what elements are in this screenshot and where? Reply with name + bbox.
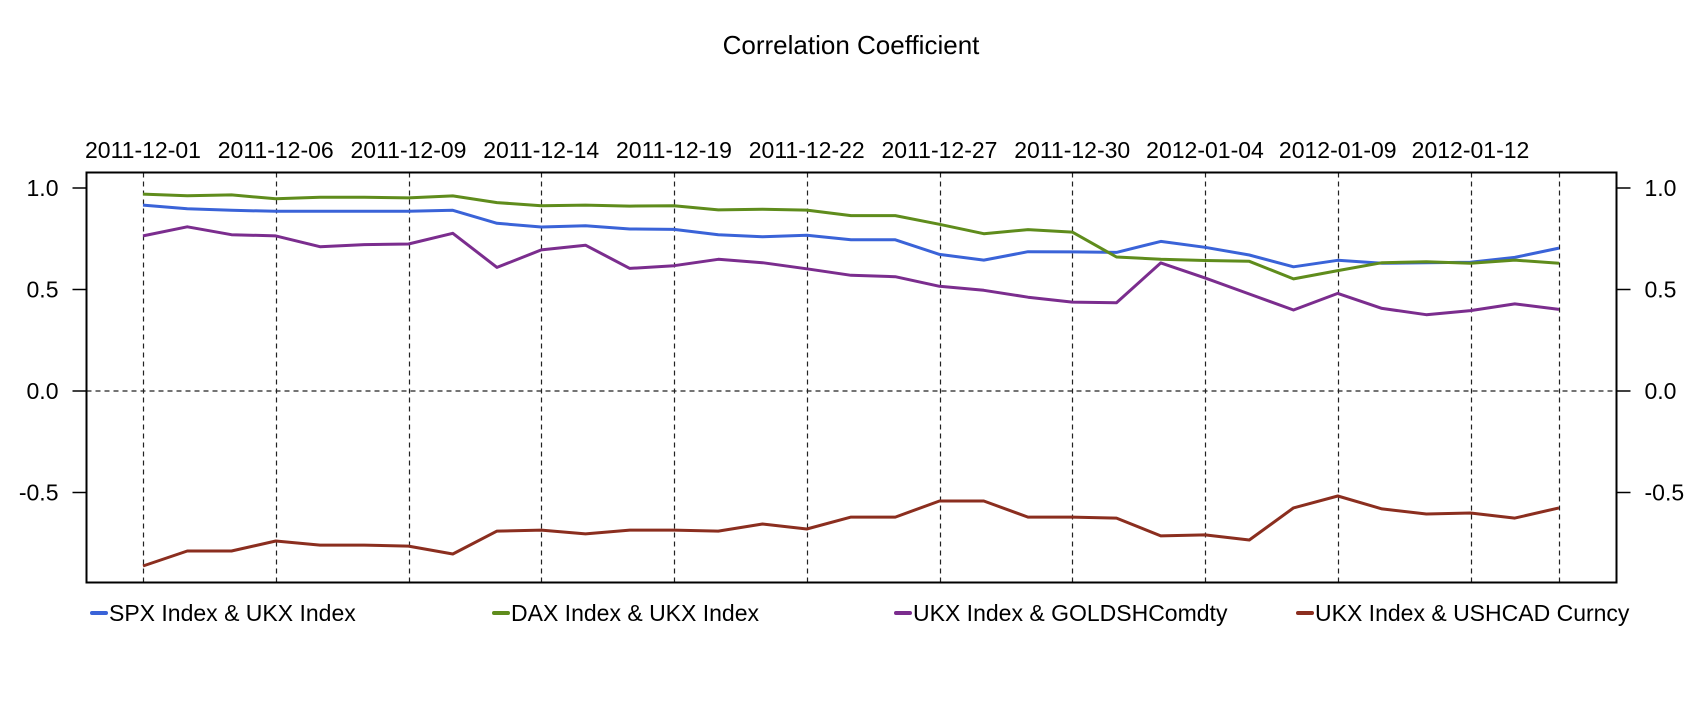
plot-frame (85, 171, 1618, 584)
x-tick-label: 2011-12-01 (85, 137, 201, 163)
chart-title: Correlation Coefficient (723, 30, 981, 60)
x-tick-label: 2011-12-27 (882, 137, 998, 163)
legend-label: SPX Index & UKX Index (109, 600, 356, 626)
y-tick-label-right: 0.0 (1645, 378, 1677, 404)
y-tick-label-right: -0.5 (1645, 480, 1685, 506)
y-tick-label-right: 1.0 (1645, 175, 1677, 201)
x-tick-label: 2012-01-04 (1146, 137, 1264, 163)
series-line-3 (142, 225, 1560, 317)
y-tick-label-left: 0.0 (27, 378, 59, 404)
x-tick-label: 2011-12-30 (1014, 137, 1130, 163)
series-line-4 (142, 494, 1560, 568)
series-layer (142, 192, 1560, 568)
x-tick-label: 2011-12-14 (483, 137, 599, 163)
x-tick-label: 2011-12-09 (351, 137, 467, 163)
legend-label: DAX Index & UKX Index (511, 600, 760, 626)
series-line-2 (142, 192, 1560, 281)
grid-layer (86, 172, 1617, 583)
y-tick-label-left: -0.5 (19, 480, 59, 506)
x-tick-label: 2011-12-06 (218, 137, 334, 163)
legend-label: UKX Index & USHCAD Curncy (1315, 600, 1630, 626)
x-tick-label: 2012-01-09 (1279, 137, 1397, 163)
x-tick-label: 2011-12-19 (616, 137, 732, 163)
y-tick-label-left: 0.5 (27, 277, 59, 303)
y-tick-label-right: 0.5 (1645, 277, 1677, 303)
x-tick-label: 2012-01-12 (1412, 137, 1530, 163)
legend: SPX Index & UKX Index DAX Index & UKX Ind… (90, 600, 1630, 626)
series-line-1 (142, 203, 1560, 269)
y-tick-label-left: 1.0 (27, 175, 59, 201)
x-tick-label: 2011-12-22 (749, 137, 865, 163)
axis-layer: 1.0 1.0 0.5 0.5 0.0 0.0 -0.5 -0.5 2011-12-01 2011… (19, 137, 1684, 506)
legend-label: UKX Index & GOLDSHComdty (913, 600, 1228, 626)
